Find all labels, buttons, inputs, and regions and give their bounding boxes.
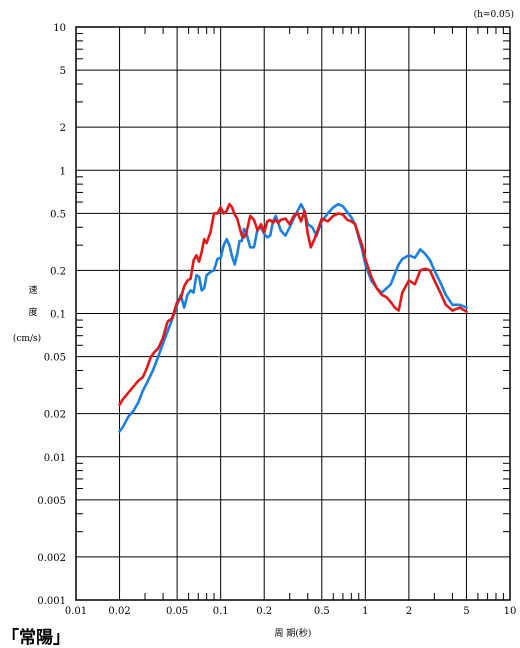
y-axis-title-line3: (cm/s) xyxy=(13,333,41,344)
y-tick-label: 0.002 xyxy=(37,553,66,564)
x-tick-label: 0.02 xyxy=(108,606,130,617)
series-line-1 xyxy=(118,202,468,433)
x-tick-label: 0.01 xyxy=(65,606,87,617)
y-tick-label: 0.2 xyxy=(50,266,66,277)
y-tick-labels: 0.001 0.002 0.005 0.01 0.02 0.05 0.1 0.2 0.5 1 2 5 1… xyxy=(37,23,66,607)
y-axis-title-line1: 速 xyxy=(28,285,37,296)
minor-ticks xyxy=(76,27,510,600)
y-tick-label: 0.001 xyxy=(37,596,66,607)
y-tick-label: 1 xyxy=(60,166,66,177)
x-tick-label: 0.5 xyxy=(314,606,330,617)
y-tick-label: 0.01 xyxy=(44,453,66,464)
x-tick-label: 1 xyxy=(362,606,368,617)
y-tick-label: 0.02 xyxy=(44,410,66,421)
x-tick-labels: 0.01 0.02 0.05 0.1 0.2 0.5 1 2 5 10 xyxy=(65,606,517,617)
damping-annotation: (h=0.05) xyxy=(474,9,514,20)
plot-border xyxy=(75,26,511,601)
plot-frame xyxy=(75,26,511,601)
y-tick-label: 0.1 xyxy=(50,310,66,321)
x-tick-label: 0.1 xyxy=(213,606,229,617)
series-line-2 xyxy=(118,202,468,407)
series-layer xyxy=(118,202,468,433)
site-label: 「常陽」 xyxy=(2,628,70,648)
y-tick-label: 0.05 xyxy=(44,353,66,364)
y-tick-label: 5 xyxy=(60,66,66,77)
y-tick-label: 0.5 xyxy=(50,209,66,220)
y-tick-label: 2 xyxy=(60,123,66,134)
y-axis-title-line2: 度 xyxy=(28,306,37,318)
y-tick-label: 10 xyxy=(53,23,66,34)
x-tick-label: 0.2 xyxy=(256,606,272,617)
major-gridlines xyxy=(75,26,511,601)
x-tick-label: 5 xyxy=(463,606,469,617)
x-axis-title: 周 期(秒) xyxy=(275,627,312,639)
y-tick-label: 0.005 xyxy=(37,496,66,507)
x-tick-label: 0.05 xyxy=(166,606,188,617)
x-tick-label: 10 xyxy=(504,606,517,617)
x-tick-label: 2 xyxy=(406,606,412,617)
